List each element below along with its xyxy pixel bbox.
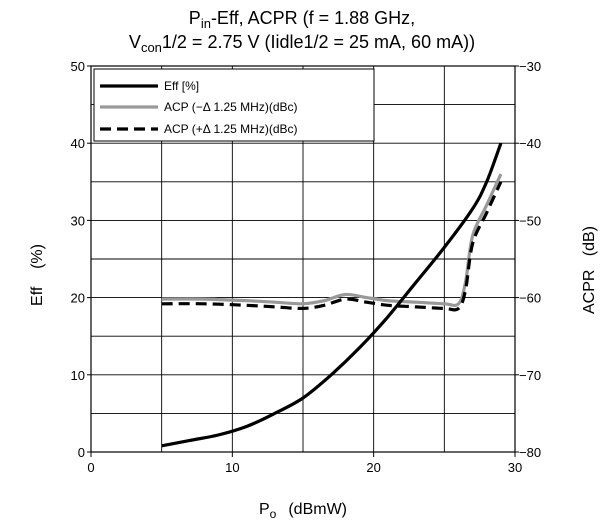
- chart-title-line1: Pin-Eff, ACPR (f = 1.88 GHz,: [189, 8, 415, 31]
- y-left-tick-label: 50: [71, 59, 85, 74]
- x-tick-label: 20: [366, 460, 380, 475]
- y-right-tick-label: −40: [519, 136, 541, 151]
- tick-labels: 0 10 20 30 0 10 20 30 40 50 −80 −70 −60 −50 −40 −30: [71, 59, 542, 475]
- y-right-tick-label: −80: [519, 445, 541, 460]
- y-right-tick-label: −70: [519, 368, 541, 383]
- y-axis-label-left: Eff (%): [29, 244, 46, 306]
- y-axis-label-right: ACPR (dB): [581, 226, 598, 314]
- x-tick-label: 30: [508, 460, 522, 475]
- x-tick-label: 0: [87, 460, 94, 475]
- legend-label-eff: Eff [%]: [164, 79, 199, 93]
- y-left-tick-label: 10: [71, 368, 85, 383]
- legend: Eff [%] ACP (−Δ 1.25 MHz)(dBc) ACP (+Δ 1…: [93, 68, 375, 142]
- y-right-tick-label: −30: [519, 59, 541, 74]
- y-left-tick-label: 0: [78, 445, 85, 460]
- legend-label-acp-minus: ACP (−Δ 1.25 MHz)(dBc): [164, 100, 298, 114]
- plot-border: [90, 65, 516, 453]
- y-left-tick-label: 20: [71, 291, 85, 306]
- y-left-tick-label: 30: [71, 213, 85, 228]
- legend-label-acp-plus: ACP (+Δ 1.25 MHz)(dBc): [164, 122, 298, 136]
- x-tick-label: 10: [225, 460, 239, 475]
- series-group: [161, 142, 503, 448]
- y-left-tick-label: 40: [71, 136, 85, 151]
- y-right-tick-label: −60: [519, 291, 541, 306]
- x-axis-label: Po (dBmW): [259, 501, 347, 521]
- chart-title-line2: Vcon1/2 = 2.75 V (Iidle1/2 = 25 mA, 60 m…: [129, 32, 475, 55]
- series-line-eff: [161, 142, 503, 448]
- series-line-acp-plus: [161, 181, 503, 312]
- y-right-tick-label: −50: [519, 213, 541, 228]
